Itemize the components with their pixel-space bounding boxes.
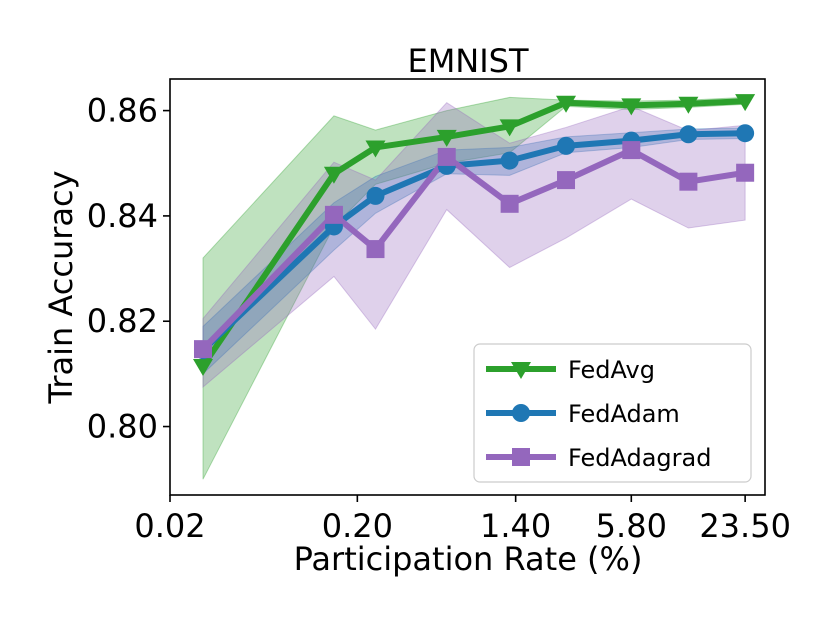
series-markers	[192, 94, 756, 376]
x-tick-label-0: 0.02	[134, 507, 205, 545]
y-tick-label-2: 0.84	[87, 197, 158, 235]
point-fedadam-4	[500, 151, 519, 170]
point-fedavg-8	[735, 94, 756, 112]
point-fedadam-8	[736, 124, 755, 143]
x-tick-label-3: 5.80	[596, 507, 667, 545]
legend-label-fedavg: FedAvg	[568, 356, 655, 384]
point-fedadagrad-6	[622, 141, 641, 160]
legend-label-fedadam: FedAdam	[568, 400, 680, 428]
point-fedavg-5	[556, 95, 577, 113]
point-fedadagrad-0	[193, 340, 212, 359]
y-tick-label-0: 0.80	[87, 408, 158, 446]
legend: FedAvg FedAdam FedAdagrad	[473, 343, 752, 483]
point-fedavg-2	[365, 140, 386, 158]
plot-frame	[169, 78, 766, 496]
point-fedadagrad-3	[437, 147, 456, 166]
y-tick-label-1: 0.82	[87, 302, 158, 340]
y-axis-label: Train Accuracy	[42, 170, 80, 404]
point-fedadagrad-7	[679, 172, 698, 191]
point-fedadagrad-8	[736, 163, 755, 182]
x-tick-label-1: 0.20	[322, 507, 393, 545]
x-axis-ticks: 0.02 0.20 1.40 5.80 23.50	[134, 495, 791, 545]
legend-label-fedadagrad: FedAdagrad	[568, 444, 711, 472]
legend-box	[473, 343, 752, 483]
point-fedavg-3	[436, 129, 457, 147]
point-fedavg-6	[621, 98, 642, 116]
point-fedadagrad-2	[366, 240, 385, 259]
y-axis-ticks: 0.80 0.82 0.84 0.86	[87, 92, 170, 446]
chart-title: EMNIST	[407, 42, 529, 80]
y-tick-label-3: 0.86	[87, 92, 158, 130]
point-fedadagrad-1	[324, 205, 343, 224]
legend-marker-fedadagrad	[512, 448, 530, 466]
x-axis-label: Participation Rate (%)	[294, 540, 643, 578]
point-fedadagrad-5	[557, 171, 576, 190]
point-fedadam-2	[366, 186, 385, 205]
legend-marker-fedadam	[512, 404, 530, 422]
point-fedavg-4	[499, 119, 520, 137]
point-fedavg-0	[192, 358, 213, 376]
x-tick-label-2: 1.40	[480, 507, 551, 545]
legend-marker-fedavg	[511, 362, 531, 379]
x-tick-label-4: 23.50	[699, 507, 791, 545]
point-fedadam-5	[557, 136, 576, 155]
point-fedadagrad-4	[500, 194, 519, 213]
point-fedavg-1	[323, 166, 344, 184]
point-fedavg-7	[678, 96, 699, 114]
point-fedadam-7	[679, 125, 698, 144]
